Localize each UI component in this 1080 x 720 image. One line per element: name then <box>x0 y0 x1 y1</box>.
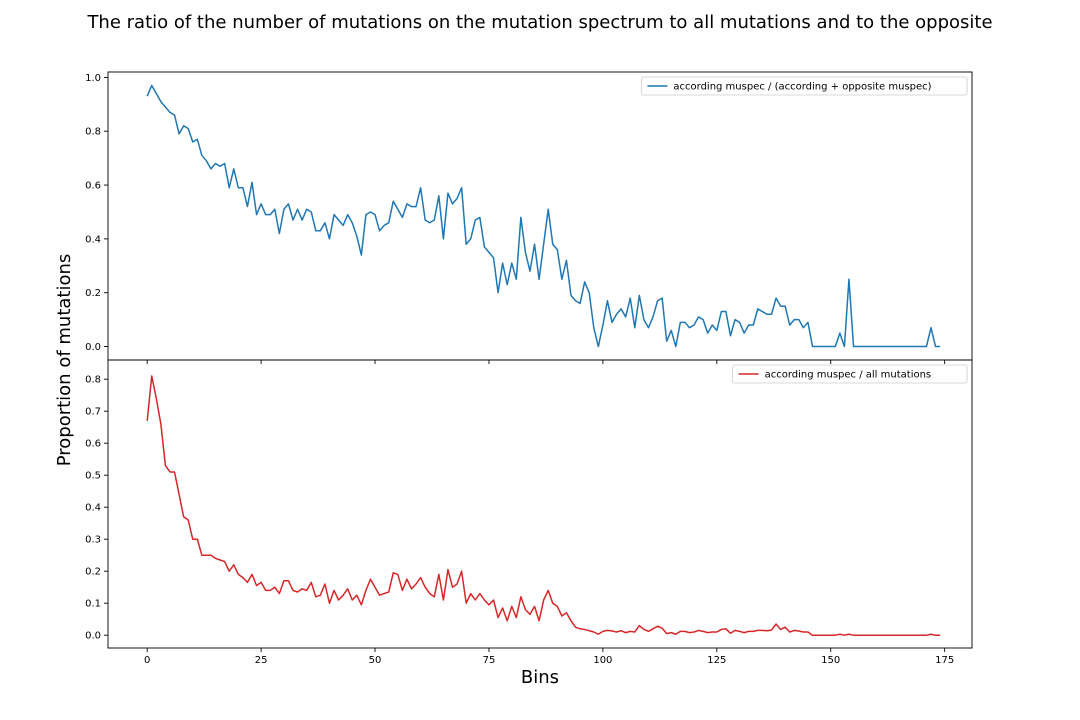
chart-title: The ratio of the number of mutations on … <box>86 12 992 33</box>
x-tick-label: 100 <box>593 655 612 666</box>
series-line-1 <box>146 84 941 348</box>
axes-frame <box>107 71 973 361</box>
x-tick-label: 150 <box>821 655 840 666</box>
legend-box <box>641 76 968 96</box>
legend-label: according muspec / all mutations <box>765 370 932 381</box>
x-tick-label: 0 <box>144 655 150 666</box>
x-axis-label: Bins <box>521 667 559 688</box>
y-axis-label: Proportion of mutations <box>54 254 75 467</box>
axes-frame <box>107 359 973 649</box>
y-tick-label: 0.1 <box>85 599 101 610</box>
legend-box <box>732 364 968 384</box>
legend-label: according muspec / (according + opposite… <box>673 82 931 93</box>
y-tick-label: 1.0 <box>85 73 101 84</box>
x-tick-label: 125 <box>707 655 726 666</box>
y-tick-label: 0.6 <box>85 181 101 192</box>
panel-1: 0.0 0.2 0.4 0.6 0.8 1.0 according muspec / (ac… <box>85 71 973 364</box>
x-tick-label: 50 <box>369 655 382 666</box>
y-tick-label: 0.2 <box>85 567 101 578</box>
y-tick-label: 0.8 <box>85 375 101 386</box>
plot-panels: 0.0 0.2 0.4 0.6 0.8 1.0 according muspec / (ac… <box>85 71 973 666</box>
series-line-1 <box>146 375 941 636</box>
y-tick-label: 0.4 <box>85 234 101 245</box>
panel-2: 0.0 0.1 0.2 0.3 0.4 0.5 0.6 0.7 0.8 0 25 50 75 100 125… <box>85 359 973 666</box>
y-tick-label: 0.3 <box>85 535 101 546</box>
y-tick-label: 0.7 <box>85 407 101 418</box>
y-tick-label: 0.6 <box>85 439 101 450</box>
legend: according muspec / (according + opposite… <box>641 76 968 96</box>
y-tick-label: 0.0 <box>85 631 101 642</box>
x-tick-label: 25 <box>255 655 268 666</box>
y-tick-label: 0.5 <box>85 471 101 482</box>
x-tick-label: 175 <box>935 655 954 666</box>
y-tick-label: 0.2 <box>85 288 101 299</box>
x-tick-label: 75 <box>483 655 496 666</box>
legend: according muspec / all mutations <box>732 364 968 384</box>
y-tick-label: 0.4 <box>85 503 101 514</box>
y-tick-label: 0.8 <box>85 127 101 138</box>
y-tick-label: 0.0 <box>85 342 101 353</box>
